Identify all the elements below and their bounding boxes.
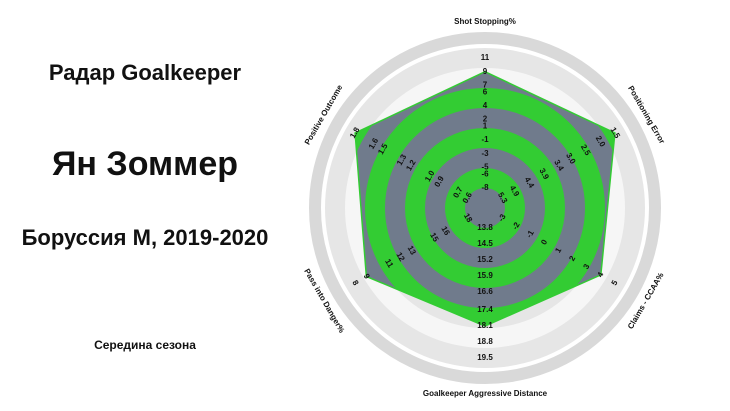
tick-label: 19.5 — [477, 353, 493, 362]
tick-label: 9 — [483, 67, 488, 76]
tick-label: 15.2 — [477, 255, 493, 264]
tick-label: 3 — [581, 262, 591, 271]
tick-label: 2 — [567, 254, 577, 263]
tick-label: 1 — [553, 246, 563, 255]
data-area — [355, 71, 615, 327]
tick-label: 2 — [483, 115, 488, 124]
axis-label: Goalkeeper Aggressive Distance — [423, 389, 548, 398]
tick-label: 0 — [539, 238, 549, 247]
data-polygon-outline — [354, 70, 616, 327]
tick-label: 9 — [362, 272, 372, 281]
tick-label: 8 — [350, 279, 360, 288]
tick-label: 4 — [483, 101, 488, 110]
player-name: Ян Зоммер — [51, 145, 239, 183]
outer-ring — [309, 32, 661, 384]
tick-label: 6 — [483, 87, 488, 96]
tick-label: 14.5 — [477, 239, 493, 248]
tick-label: -3 — [481, 149, 489, 158]
team-season: Боруссия М, 2019-2020 — [21, 225, 269, 250]
tick-label: 15.9 — [477, 271, 493, 280]
tick-label: 17.4 — [477, 305, 493, 314]
tick-label: -1 — [524, 228, 536, 239]
tick-label: 11 — [481, 53, 490, 62]
season-period: Середина сезона — [94, 338, 196, 352]
tick-label: 4 — [595, 270, 605, 279]
tick-label: -6 — [481, 169, 489, 178]
tick-label: 18.8 — [477, 337, 493, 346]
axis-label: Shot Stopping% — [454, 17, 516, 26]
data-ring — [465, 188, 505, 228]
tick-label: -2 — [510, 220, 522, 231]
tick-label: -5 — [481, 163, 489, 172]
radar-title: Радар Goalkeeper — [48, 60, 242, 85]
tick-label: 5 — [610, 278, 620, 287]
tick-label: -1 — [481, 135, 489, 144]
tick-label: 13.8 — [477, 223, 493, 232]
tick-label: 16.6 — [477, 287, 493, 296]
tick-label: 7 — [483, 80, 488, 89]
tick-label: -8 — [481, 183, 489, 192]
tick-label: 18.1 — [477, 321, 493, 330]
tick-label: -3 — [496, 212, 508, 223]
tick-label: 1 — [483, 122, 488, 131]
